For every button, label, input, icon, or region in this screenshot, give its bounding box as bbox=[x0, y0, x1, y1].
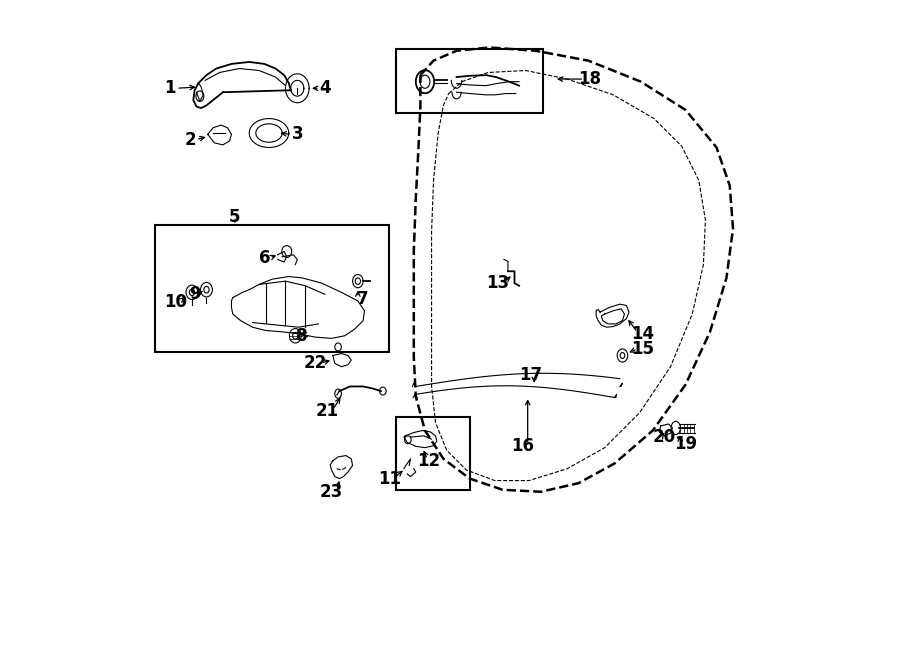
Text: 15: 15 bbox=[632, 340, 654, 358]
Text: 14: 14 bbox=[631, 325, 654, 343]
Bar bbox=[396, 417, 470, 490]
Text: 19: 19 bbox=[674, 435, 698, 453]
Text: 6: 6 bbox=[258, 249, 270, 267]
Text: 3: 3 bbox=[292, 126, 303, 143]
Text: 18: 18 bbox=[578, 70, 601, 88]
Text: 16: 16 bbox=[511, 437, 534, 455]
Text: 23: 23 bbox=[320, 483, 343, 501]
Text: 17: 17 bbox=[518, 366, 542, 384]
Text: 22: 22 bbox=[303, 354, 327, 372]
Text: 20: 20 bbox=[652, 428, 676, 446]
Text: 21: 21 bbox=[315, 402, 338, 420]
Bar bbox=[396, 49, 544, 113]
Text: 12: 12 bbox=[418, 452, 440, 470]
Text: 7: 7 bbox=[357, 290, 369, 308]
Text: 10: 10 bbox=[164, 293, 187, 311]
Text: 11: 11 bbox=[378, 469, 400, 488]
Text: 13: 13 bbox=[487, 274, 509, 292]
Text: 9: 9 bbox=[190, 286, 201, 303]
Text: 2: 2 bbox=[184, 131, 196, 149]
Text: 8: 8 bbox=[296, 327, 308, 345]
Text: 5: 5 bbox=[229, 208, 240, 226]
Text: 1: 1 bbox=[165, 79, 176, 97]
Bar bbox=[155, 225, 390, 352]
Text: 4: 4 bbox=[320, 79, 331, 97]
